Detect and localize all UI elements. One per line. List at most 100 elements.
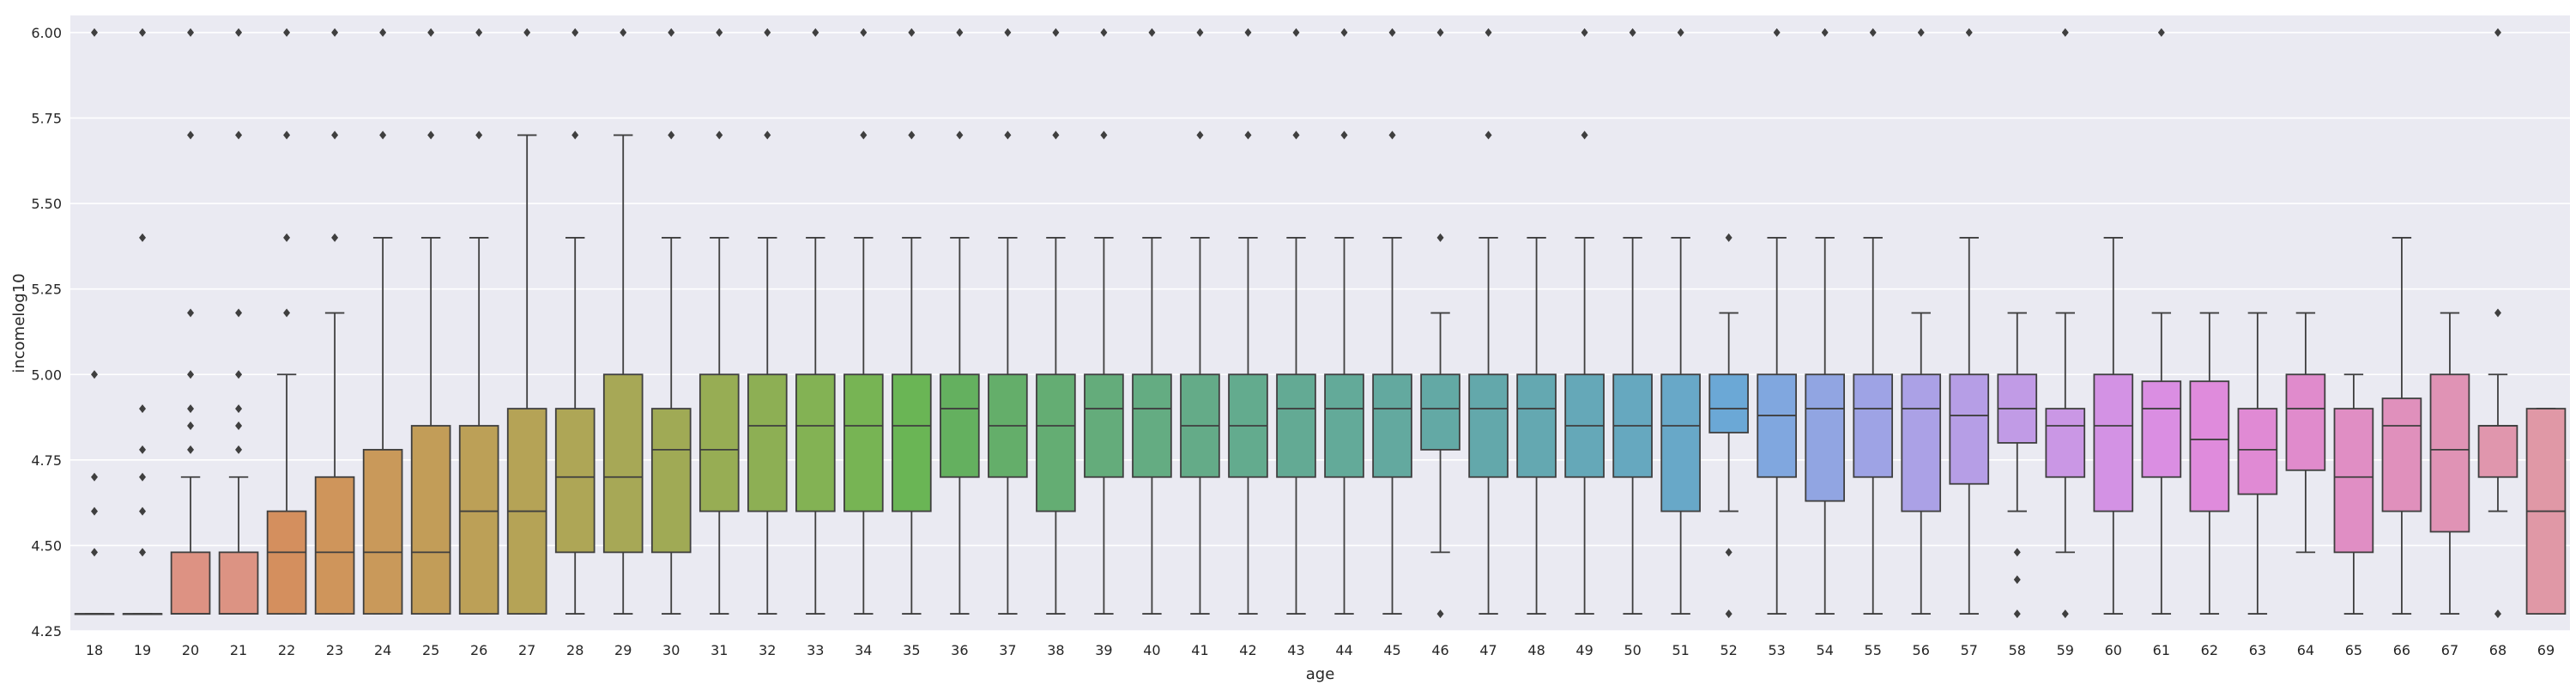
- x-axis-label: age: [1306, 665, 1335, 683]
- box-iqr: [2429, 373, 2470, 533]
- box-iqr: [747, 373, 788, 512]
- outlier-point: [1725, 233, 1732, 242]
- x-tick-label: 56: [1913, 642, 1930, 658]
- box-32: [747, 27, 788, 615]
- outlier-point: [1725, 609, 1732, 619]
- outlier-point: [1388, 27, 1396, 37]
- box-57: [1949, 27, 1990, 615]
- outlier-point: [283, 130, 291, 140]
- box-69: [2525, 408, 2567, 615]
- outlier-point: [139, 472, 147, 482]
- box-22: [266, 27, 307, 615]
- outlier-point: [1244, 27, 1252, 37]
- box-35: [892, 27, 932, 615]
- outlier-point: [2157, 27, 2165, 37]
- y-tick-label: 5.25: [31, 282, 62, 298]
- x-tick-label: 31: [711, 642, 728, 658]
- outlier-point: [1196, 27, 1204, 37]
- outlier-point: [187, 404, 195, 414]
- box-27: [506, 27, 547, 615]
- box-iqr: [2189, 380, 2230, 512]
- outlier-point: [187, 308, 195, 318]
- box-iqr: [1660, 373, 1701, 512]
- box-40: [1132, 27, 1172, 615]
- outlier-point: [716, 27, 723, 37]
- outlier-point: [571, 130, 579, 140]
- outlier-point: [620, 27, 627, 37]
- outlier-point: [139, 404, 147, 414]
- outlier-point: [235, 404, 243, 414]
- x-tick-label: 55: [1865, 642, 1882, 658]
- x-tick-label: 24: [374, 642, 391, 658]
- box-19: [122, 27, 163, 615]
- box-43: [1276, 27, 1316, 615]
- x-tick-label: 46: [1431, 642, 1448, 658]
- outlier-point: [1148, 27, 1156, 37]
- outlier-point: [668, 27, 675, 37]
- box-28: [554, 27, 596, 615]
- outlier-point: [91, 370, 99, 379]
- box-iqr: [2333, 408, 2374, 554]
- box-58: [1997, 312, 2038, 619]
- x-tick-label: 47: [1479, 642, 1497, 658]
- box-34: [844, 27, 884, 615]
- box-55: [1853, 27, 1894, 615]
- outlier-point: [1388, 130, 1396, 140]
- x-tick-label: 64: [2297, 642, 2314, 658]
- box-45: [1372, 27, 1412, 615]
- outlier-point: [1581, 27, 1588, 37]
- box-iqr: [2045, 408, 2086, 478]
- box-38: [1036, 27, 1076, 615]
- box-46: [1420, 27, 1460, 619]
- x-tick-label: 36: [951, 642, 968, 658]
- outlier-point: [187, 370, 195, 379]
- outlier-point: [91, 472, 99, 482]
- x-tick-label: 23: [326, 642, 343, 658]
- outlier-point: [1436, 233, 1444, 242]
- y-tick-label: 4.75: [31, 452, 62, 469]
- x-tick-label: 49: [1575, 642, 1593, 658]
- x-tick-label: 67: [2441, 642, 2458, 658]
- box-iqr: [410, 425, 451, 615]
- y-axis-label: incomelog10: [10, 273, 28, 373]
- x-tick-label: 33: [807, 642, 824, 658]
- box-30: [650, 27, 692, 615]
- x-tick-label: 22: [278, 642, 295, 658]
- box-iqr: [1901, 373, 1942, 512]
- box-iqr: [1132, 373, 1172, 478]
- outlier-point: [1436, 609, 1444, 619]
- box-iqr: [1708, 373, 1749, 433]
- outlier-point: [1436, 27, 1444, 37]
- outlier-point: [1677, 27, 1684, 37]
- outlier-point: [1629, 27, 1636, 37]
- box-50: [1612, 27, 1653, 615]
- box-37: [988, 27, 1028, 615]
- outlier-point: [764, 130, 771, 140]
- y-tick-label: 5.00: [31, 367, 62, 383]
- x-tick-label: 60: [2105, 642, 2122, 658]
- outlier-point: [860, 27, 868, 37]
- outlier-point: [1965, 27, 1973, 37]
- x-tick-label: 28: [566, 642, 584, 658]
- box-44: [1324, 27, 1364, 615]
- y-tick-label: 4.50: [31, 537, 62, 554]
- outlier-point: [908, 27, 916, 37]
- box-62: [2189, 312, 2230, 615]
- outlier-point: [908, 130, 916, 140]
- x-tick-label: 63: [2249, 642, 2266, 658]
- outlier-point: [139, 445, 147, 454]
- x-tick-label: 41: [1191, 642, 1208, 658]
- box-20: [170, 27, 211, 615]
- tick-layer: 4.25 4.50 4.75 5.00 5.25 5.50 5.75 6.00 18 19 20 21…: [31, 25, 2555, 658]
- box-iqr: [2237, 408, 2278, 495]
- outlier-point: [91, 506, 99, 516]
- box-iqr: [698, 373, 740, 512]
- box-31: [698, 27, 740, 615]
- box-iqr: [844, 373, 884, 512]
- outlier-point: [1917, 27, 1925, 37]
- outlier-point: [1773, 27, 1781, 37]
- box-66: [2381, 237, 2422, 615]
- outlier-point: [427, 27, 435, 37]
- outlier-point: [2013, 548, 2021, 557]
- x-tick-label: 54: [1817, 642, 1834, 658]
